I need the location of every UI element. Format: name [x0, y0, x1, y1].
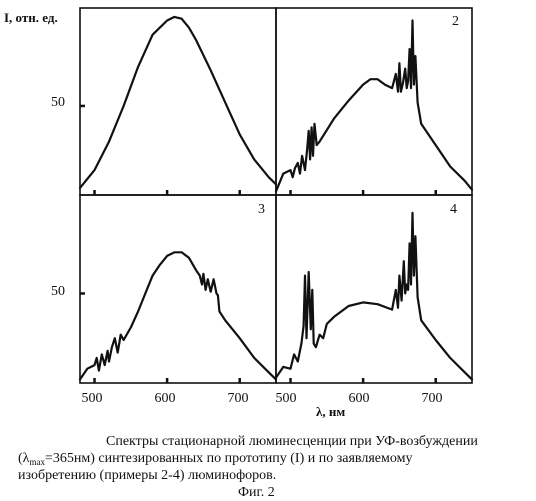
x-tick-label-600-left: 600 — [155, 391, 176, 406]
panel-4-spectrum-line — [276, 213, 472, 380]
panel-1-frame — [80, 8, 276, 195]
caption-lambda: (λ — [18, 451, 29, 466]
caption-line-3: изобретению (примеры 2-4) люминофоров. — [18, 467, 276, 484]
y-tick-label-top: 50 — [51, 95, 65, 110]
panel-1-spectrum-line — [80, 17, 276, 188]
caption-line-2-text: =365нм) синтезированных по прототипу (I)… — [45, 451, 413, 466]
caption-line-1: Спектры стационарной люминесценции при У… — [106, 433, 478, 450]
y-tick-label-bottom: 50 — [51, 284, 65, 299]
tick-marks — [80, 106, 436, 383]
caption-lambda-subscript: max — [29, 457, 45, 467]
figure-number: Фиг. 2 — [238, 484, 275, 501]
x-axis-label: λ, нм — [316, 404, 345, 419]
panel-label-4: 4 — [450, 202, 457, 217]
panel-label-3: 3 — [258, 202, 265, 217]
panel-label-2: 2 — [452, 14, 459, 29]
x-tick-label-500-right: 500 — [276, 391, 297, 406]
y-axis-label: I, отн. ед. — [4, 10, 58, 25]
x-tick-label-500-left: 500 — [82, 391, 103, 406]
x-tick-label-700-right: 700 — [422, 391, 443, 406]
panel-2-spectrum-line — [276, 21, 472, 192]
panel-3-spectrum-line — [80, 252, 276, 379]
x-tick-label-600-right: 600 — [349, 391, 370, 406]
x-tick-label-700-left: 700 — [228, 391, 249, 406]
